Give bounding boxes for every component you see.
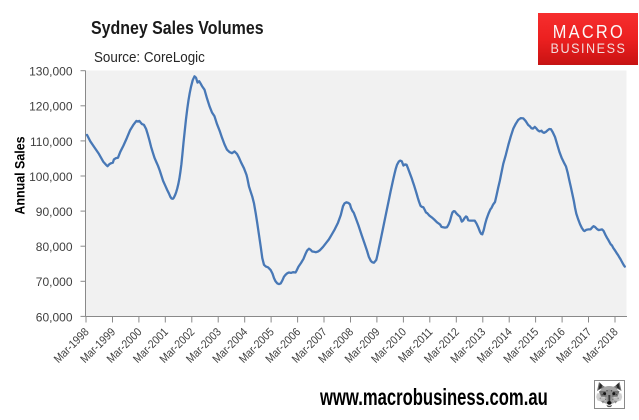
- svg-text:120,000: 120,000: [29, 100, 73, 114]
- svg-text:110,000: 110,000: [30, 135, 73, 149]
- svg-text:70,000: 70,000: [36, 275, 73, 289]
- svg-text:60,000: 60,000: [36, 310, 73, 324]
- svg-text:100,000: 100,000: [29, 170, 73, 184]
- svg-text:90,000: 90,000: [36, 205, 73, 219]
- svg-text:130,000: 130,000: [29, 65, 73, 79]
- svg-text:80,000: 80,000: [36, 240, 73, 254]
- svg-text:Annual Sales: Annual Sales: [12, 136, 28, 214]
